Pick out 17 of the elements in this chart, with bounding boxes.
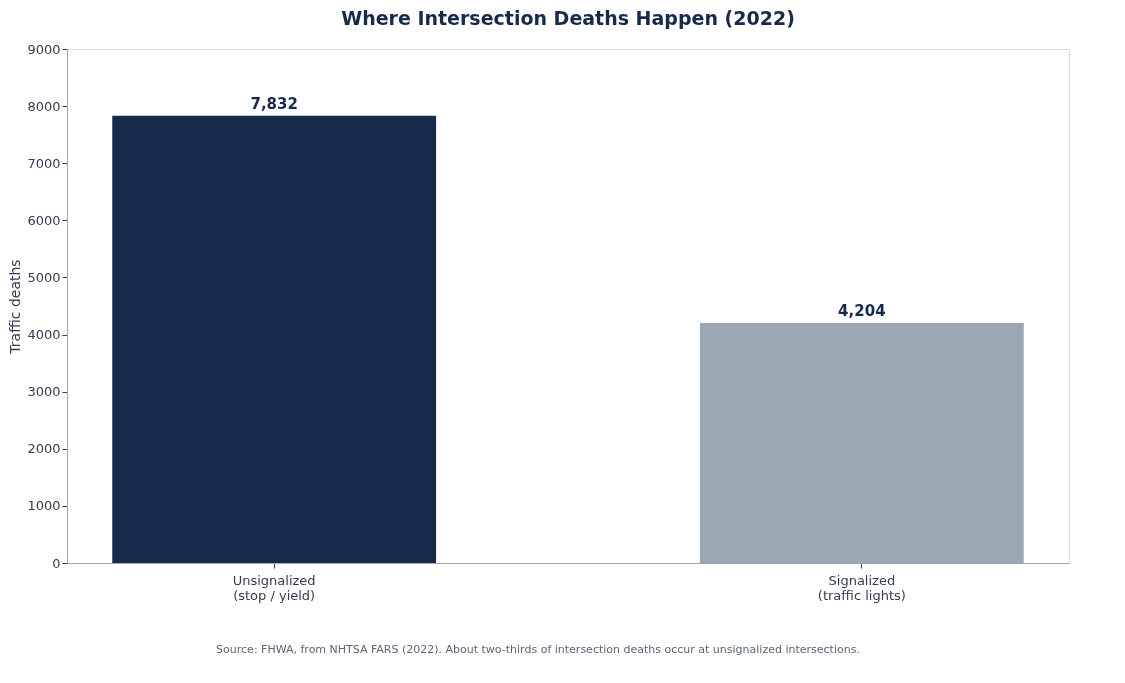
x-tick-label: Signalized (traffic lights)	[817, 572, 906, 603]
data-label: 4,204	[838, 301, 886, 320]
y-tick-label: 2000	[27, 441, 61, 457]
x-tick-label: Unsignalized (stop / yield)	[232, 572, 316, 603]
chart-title: Where Intersection Deaths Happen (2022)	[341, 7, 795, 29]
y-tick-label: 3000	[27, 384, 61, 400]
y-tick-label: 0	[52, 555, 61, 571]
source-note: Source: FHWA, from NHTSA FARS (2022). About two-thirds of intersection deaths occur at unsignalized intersections.	[216, 643, 860, 656]
y-tick-label: 7000	[27, 155, 61, 171]
data-label: 7,832	[250, 94, 298, 113]
y-tick-label: 1000	[27, 498, 61, 514]
y-axis-title: Traffic deaths	[7, 259, 24, 355]
y-tick-label: 4000	[27, 327, 61, 343]
y-tick-label: 5000	[27, 269, 61, 285]
y-tick-label: 9000	[27, 41, 61, 57]
y-tick-label: 6000	[27, 212, 61, 228]
y-tick-label: 8000	[27, 98, 61, 114]
